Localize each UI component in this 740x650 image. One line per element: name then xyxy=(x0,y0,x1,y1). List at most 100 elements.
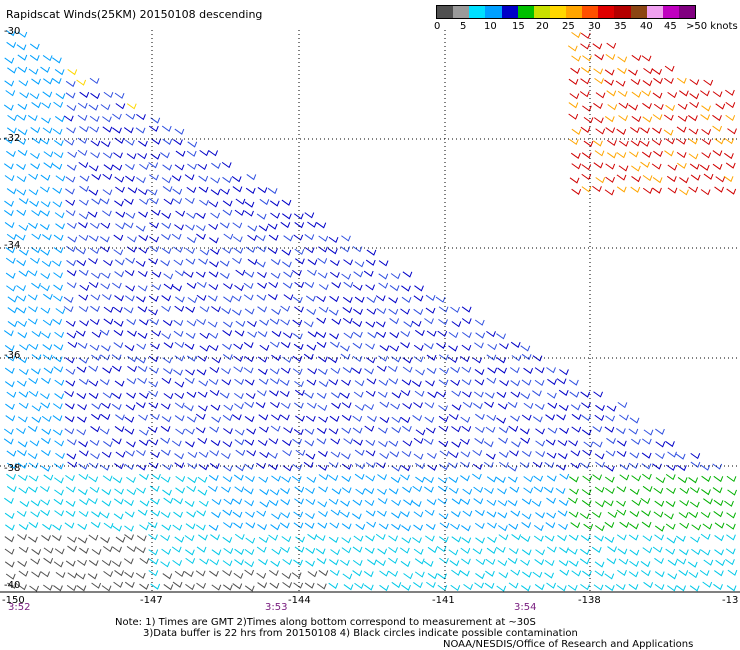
wind-barb xyxy=(642,485,653,493)
wind-barb xyxy=(438,513,449,520)
notes-line-1: Note: 1) Times are GMT 2)Times along bot… xyxy=(115,617,536,628)
wind-barb xyxy=(688,571,699,579)
wind-barb xyxy=(304,281,315,289)
wind-barb xyxy=(161,524,172,531)
wind-barb xyxy=(186,416,197,423)
wind-barb xyxy=(41,377,51,384)
wind-barb xyxy=(78,269,89,276)
wind-barb xyxy=(196,546,207,553)
wind-barb xyxy=(579,91,590,98)
wind-barb xyxy=(316,295,326,303)
wind-barb xyxy=(425,523,436,531)
wind-barb xyxy=(510,569,521,576)
wind-barb xyxy=(247,320,257,328)
wind-barb xyxy=(521,549,532,556)
wind-barb xyxy=(295,415,305,422)
wind-barb xyxy=(391,465,401,472)
wind-barb xyxy=(654,500,665,507)
wind-barb xyxy=(52,429,63,436)
wind-barb xyxy=(88,560,99,567)
wind-barb xyxy=(271,475,281,482)
wind-barb xyxy=(400,342,410,349)
wind-barb xyxy=(498,572,509,579)
wind-barb xyxy=(619,464,630,471)
wind-barb xyxy=(197,355,208,362)
wind-barb xyxy=(174,453,184,460)
wind-barb xyxy=(196,281,207,289)
wind-barb xyxy=(171,546,182,553)
wind-barb xyxy=(90,140,101,147)
wind-barb xyxy=(460,547,471,554)
wind-barb xyxy=(269,341,280,348)
wind-barb xyxy=(474,582,484,589)
wind-barb xyxy=(244,500,255,507)
wind-barb xyxy=(557,535,567,542)
wind-barb xyxy=(3,137,14,144)
wind-barb xyxy=(208,485,218,493)
wind-barb xyxy=(714,522,725,529)
wind-barb xyxy=(28,462,39,469)
wind-barb xyxy=(570,404,581,411)
wind-barb xyxy=(245,537,256,544)
wind-barb xyxy=(389,318,400,325)
wind-barb xyxy=(233,343,244,350)
wind-barb xyxy=(184,197,195,205)
wind-barb xyxy=(89,77,100,85)
wind-barb xyxy=(328,498,339,505)
wind-barb xyxy=(293,429,304,436)
time-label-353: 3:53 xyxy=(265,602,288,613)
wind-barb xyxy=(475,537,485,544)
wind-barb xyxy=(486,476,497,483)
wind-barb xyxy=(16,114,27,121)
wind-barb xyxy=(402,425,412,432)
wind-barb xyxy=(161,125,172,132)
wind-barb xyxy=(545,522,556,529)
wind-barb xyxy=(367,415,377,423)
wind-barb xyxy=(532,416,543,423)
wind-barb xyxy=(113,498,124,505)
wind-barb xyxy=(330,260,340,267)
legend-swatch-4 xyxy=(501,6,518,18)
wind-barb xyxy=(54,510,64,517)
wind-barb xyxy=(112,113,122,120)
wind-barb xyxy=(712,163,723,170)
wind-barb xyxy=(66,164,77,171)
wind-barb xyxy=(390,273,401,280)
wind-barb xyxy=(532,355,543,362)
lon-label-141: -141 xyxy=(432,595,455,606)
wind-barb xyxy=(222,536,233,544)
wind-barb xyxy=(136,113,146,121)
wind-barb xyxy=(629,452,640,459)
wind-barb xyxy=(628,104,638,111)
lat-label-38: -38 xyxy=(4,463,21,474)
wind-barb xyxy=(27,453,38,460)
wind-barb xyxy=(5,90,16,97)
wind-barb xyxy=(148,258,159,265)
wind-barb xyxy=(293,234,304,241)
wind-barb xyxy=(41,102,52,109)
wind-barb xyxy=(295,449,306,457)
wind-barb xyxy=(438,463,449,471)
wind-barb xyxy=(378,355,388,362)
wind-barb xyxy=(495,546,506,553)
wind-barb xyxy=(547,378,557,386)
wind-barb xyxy=(125,257,136,264)
wind-barb xyxy=(606,139,617,147)
wind-barb xyxy=(378,260,389,267)
wind-barb xyxy=(136,296,146,303)
wind-barb xyxy=(103,318,114,325)
wind-barb xyxy=(725,548,736,555)
wind-barb xyxy=(400,511,410,518)
wind-barb xyxy=(219,260,230,267)
wind-barb xyxy=(415,369,425,376)
wind-barb xyxy=(197,391,208,398)
wind-barb xyxy=(172,285,182,292)
wind-barb xyxy=(594,54,605,61)
wind-barb xyxy=(113,330,124,337)
wind-barb xyxy=(484,582,495,589)
wind-barb xyxy=(303,321,314,328)
wind-barb xyxy=(223,522,233,529)
wind-barb xyxy=(149,222,159,229)
wind-barb xyxy=(628,428,639,435)
wind-barb xyxy=(354,449,365,456)
